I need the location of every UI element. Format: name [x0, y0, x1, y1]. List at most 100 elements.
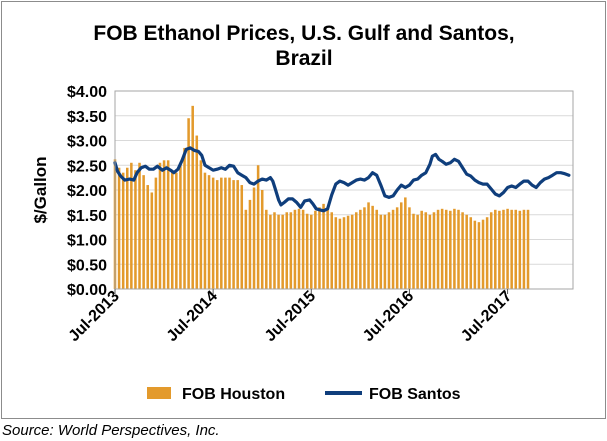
bar-fob-houston — [440, 208, 444, 289]
bar-fob-houston — [473, 220, 477, 289]
y-tick-label: $3.00 — [67, 134, 107, 151]
y-tick-label: $2.00 — [67, 183, 107, 200]
y-tick-label: $3.50 — [67, 109, 107, 126]
bar-fob-houston — [379, 214, 383, 289]
bar-fob-houston — [387, 212, 391, 289]
chart-frame: FOB Ethanol Prices, U.S. Gulf and Santos… — [1, 1, 606, 419]
bar-fob-houston — [314, 210, 317, 289]
bar-fob-houston — [342, 217, 346, 289]
bar-fob-houston — [146, 185, 149, 289]
y-tick-label: $4.00 — [67, 84, 107, 101]
bar-fob-houston — [363, 207, 366, 289]
bar-fob-houston — [199, 160, 203, 289]
bar-fob-houston — [289, 212, 293, 289]
x-tick-label: Jul-2016 — [360, 288, 417, 345]
bar-fob-houston — [489, 212, 493, 289]
chart-title-line-2: Brazil — [275, 47, 332, 70]
bar-fob-houston — [502, 209, 505, 289]
bar-fob-houston — [252, 187, 256, 289]
bar-fob-houston — [269, 214, 272, 289]
bar-fob-houston — [187, 118, 190, 289]
bar-fob-houston — [510, 209, 513, 289]
bar-fob-houston — [207, 175, 211, 289]
bar-fob-houston — [449, 210, 452, 289]
bar-fob-houston — [371, 205, 374, 289]
bar-fob-houston — [408, 207, 411, 289]
bar-fob-houston — [236, 180, 239, 289]
x-tick-label: Jul-2014 — [164, 288, 221, 345]
legend-label-fob-santos: FOB Santos — [369, 386, 461, 403]
bar-fob-houston — [481, 219, 485, 289]
bar-fob-houston — [232, 180, 235, 289]
bar-fob-houston — [514, 209, 518, 289]
bar-fob-houston — [432, 212, 436, 289]
bar-fob-houston — [469, 217, 473, 289]
bar-fob-houston — [350, 214, 354, 289]
line-fob-santos — [113, 146, 571, 213]
bar-fob-houston — [359, 209, 362, 289]
legend: FOB Houston FOB Santos — [147, 386, 461, 403]
bar-fob-houston — [416, 214, 419, 289]
bar-fob-houston — [457, 209, 460, 289]
bar-fob-houston — [297, 208, 301, 289]
y-tick-label: $0.00 — [67, 282, 107, 299]
bar-fob-houston — [265, 209, 268, 289]
bar-fob-houston — [494, 209, 497, 289]
bar-fob-houston — [281, 214, 284, 289]
bar-fob-houston — [420, 210, 423, 289]
bar-fob-houston — [346, 215, 350, 289]
bar-fob-houston — [158, 162, 162, 289]
bar-fob-houston — [383, 214, 387, 289]
bar-fob-houston — [134, 170, 137, 289]
bar-fob-houston — [412, 213, 415, 289]
bar-fob-houston — [399, 202, 403, 289]
y-axis-label: $/Gallon — [31, 156, 50, 223]
chart-svg: FOB Ethanol Prices, U.S. Gulf and Santos… — [31, 22, 574, 403]
bar-fob-houston — [117, 167, 121, 289]
line-series-fob-santos — [113, 146, 571, 213]
bar-fob-houston — [240, 185, 244, 289]
bar-fob-houston — [162, 160, 166, 289]
bar-fob-houston — [191, 105, 194, 289]
bar-fob-houston — [338, 218, 342, 289]
bar-fob-houston — [485, 217, 489, 289]
bar-fob-houston — [424, 212, 428, 289]
bar-fob-houston — [211, 177, 215, 289]
bar-fob-houston — [150, 192, 154, 289]
bar-fob-houston — [130, 162, 133, 289]
bar-fob-houston — [506, 208, 509, 289]
bar-fob-houston — [436, 209, 440, 289]
bar-fob-houston — [444, 209, 448, 289]
x-tick-labels: Jul-2013 Jul-2014 Jul-2015 Jul-2016 Jul-2017 — [66, 288, 516, 345]
bar-fob-houston — [428, 214, 432, 289]
bar-fob-houston — [166, 160, 170, 289]
bar-fob-houston — [367, 202, 370, 289]
x-tick-label: Jul-2017 — [458, 288, 515, 345]
bar-fob-houston — [305, 213, 309, 289]
x-tick-label: Jul-2015 — [262, 288, 319, 345]
y-tick-label: $1.50 — [67, 208, 107, 225]
bar-fob-houston — [183, 147, 186, 289]
source-note: Source: World Perspectives, Inc. — [2, 422, 220, 439]
bar-fob-houston — [395, 207, 399, 289]
axis-layer — [114, 90, 574, 290]
bar-fob-houston — [121, 172, 125, 289]
legend-label-fob-houston: FOB Houston — [182, 386, 285, 403]
bar-fob-houston — [142, 175, 145, 289]
bar-fob-houston — [518, 210, 522, 289]
bar-fob-houston — [318, 207, 321, 289]
bar-fob-houston — [375, 209, 378, 289]
bar-series-fob-houston — [113, 105, 530, 289]
bar-fob-houston — [220, 177, 223, 289]
bar-fob-houston — [244, 209, 248, 289]
bar-fob-houston — [461, 212, 464, 289]
bar-fob-houston — [301, 209, 305, 289]
bar-fob-houston — [334, 217, 338, 289]
bar-fob-houston — [215, 180, 219, 289]
bar-fob-houston — [526, 209, 530, 289]
legend-swatch-fob-houston — [147, 387, 171, 399]
bar-fob-houston — [228, 177, 231, 289]
bar-fob-houston — [203, 172, 207, 289]
bar-fob-houston — [477, 222, 481, 289]
bar-fob-houston — [498, 210, 501, 289]
